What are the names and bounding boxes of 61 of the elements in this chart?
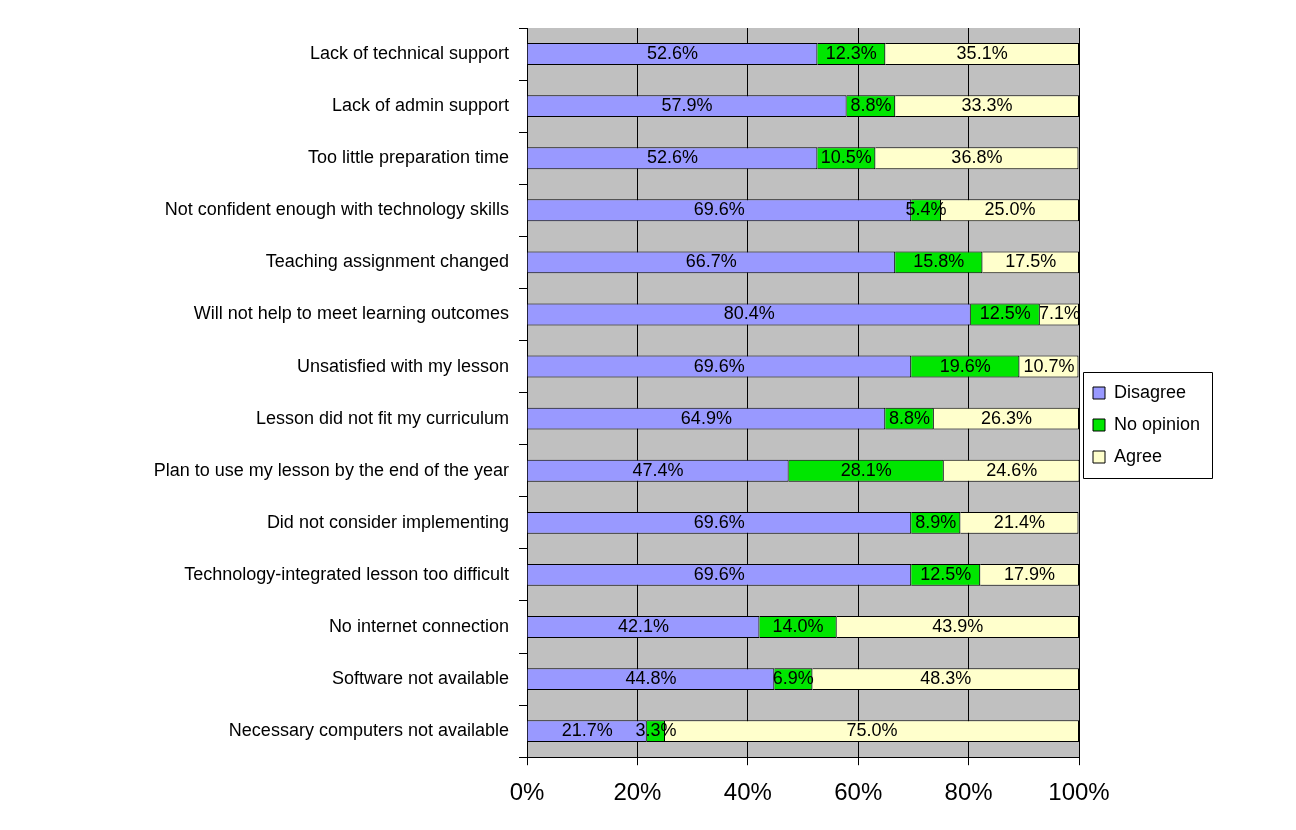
y-tick-label: Plan to use my lesson by the end of the year <box>153 459 509 480</box>
data-label: 17.5% <box>1005 251 1057 272</box>
data-label: 44.8% <box>625 668 677 689</box>
data-label: 14.0% <box>772 615 824 636</box>
data-label: 10.5% <box>820 147 872 168</box>
y-tick-label: Teaching assignment changed <box>265 251 509 272</box>
y-tick-label: Not confident enough with technology skills <box>164 199 509 220</box>
data-label: 17.9% <box>1004 563 1056 584</box>
x-tick-label: 80% <box>944 778 993 806</box>
data-label: 43.9% <box>932 615 984 636</box>
data-label: 80.4% <box>723 303 775 324</box>
legend-label: Disagree <box>1114 381 1187 402</box>
data-label: 66.7% <box>685 251 737 272</box>
data-label: 33.3% <box>961 95 1013 116</box>
data-label: 52.6% <box>646 43 698 64</box>
data-label: 24.6% <box>986 459 1038 480</box>
data-label: 69.6% <box>693 511 745 532</box>
data-label: 21.4% <box>993 511 1045 532</box>
data-label: 8.9% <box>915 511 957 532</box>
legend-label: No opinion <box>1114 413 1201 434</box>
y-tick-label: Technology-integrated lesson too difficult <box>184 563 509 584</box>
data-label: 12.3% <box>825 43 877 64</box>
data-label: 47.4% <box>632 459 684 480</box>
data-label: 10.7% <box>1023 355 1075 376</box>
data-label: 69.6% <box>693 355 745 376</box>
x-tick-label: 20% <box>613 778 662 806</box>
y-tick-label: Lack of admin support <box>331 95 509 116</box>
data-label: 75.0% <box>846 720 898 741</box>
y-tick-label: Necessary computers not available <box>228 720 509 741</box>
data-label: 64.9% <box>680 407 732 428</box>
data-label: 15.8% <box>913 251 965 272</box>
data-label: 12.5% <box>920 563 972 584</box>
x-tick-label: 100% <box>1048 778 1110 806</box>
data-label: 52.6% <box>646 147 698 168</box>
y-tick-label: Software not available <box>331 668 509 689</box>
legend-label: Agree <box>1114 445 1163 466</box>
data-label: 8.8% <box>889 407 931 428</box>
data-label: 48.3% <box>920 668 972 689</box>
data-label: 36.8% <box>951 147 1003 168</box>
data-label: 8.8% <box>850 95 892 116</box>
x-tick-label: 60% <box>834 778 883 806</box>
y-tick-label: Lesson did not fit my curriculum <box>255 407 509 428</box>
x-tick-label: 40% <box>723 778 772 806</box>
data-label: 42.1% <box>617 615 669 636</box>
data-label: 12.5% <box>979 303 1031 324</box>
y-tick-label: Lack of technical support <box>309 43 509 64</box>
y-tick-label: Too little preparation time <box>307 147 509 168</box>
data-label: 28.1% <box>840 459 892 480</box>
data-label: 69.6% <box>693 563 745 584</box>
y-tick-label: Unsatisfied with my lesson <box>296 355 509 376</box>
x-tick-label: 0% <box>509 778 545 806</box>
y-tick-label: Did not consider implementing <box>266 511 509 532</box>
y-tick-label: No internet connection <box>328 615 509 636</box>
data-label: 69.6% <box>693 199 745 220</box>
data-label: 21.7% <box>561 720 613 741</box>
y-tick-label: Will not help to meet learning outcomes <box>193 303 509 324</box>
data-label: 25.0% <box>984 199 1036 220</box>
data-label: 57.9% <box>661 95 713 116</box>
data-label: 26.3% <box>980 407 1032 428</box>
data-label: 19.6% <box>939 355 991 376</box>
data-label: 35.1% <box>956 43 1008 64</box>
